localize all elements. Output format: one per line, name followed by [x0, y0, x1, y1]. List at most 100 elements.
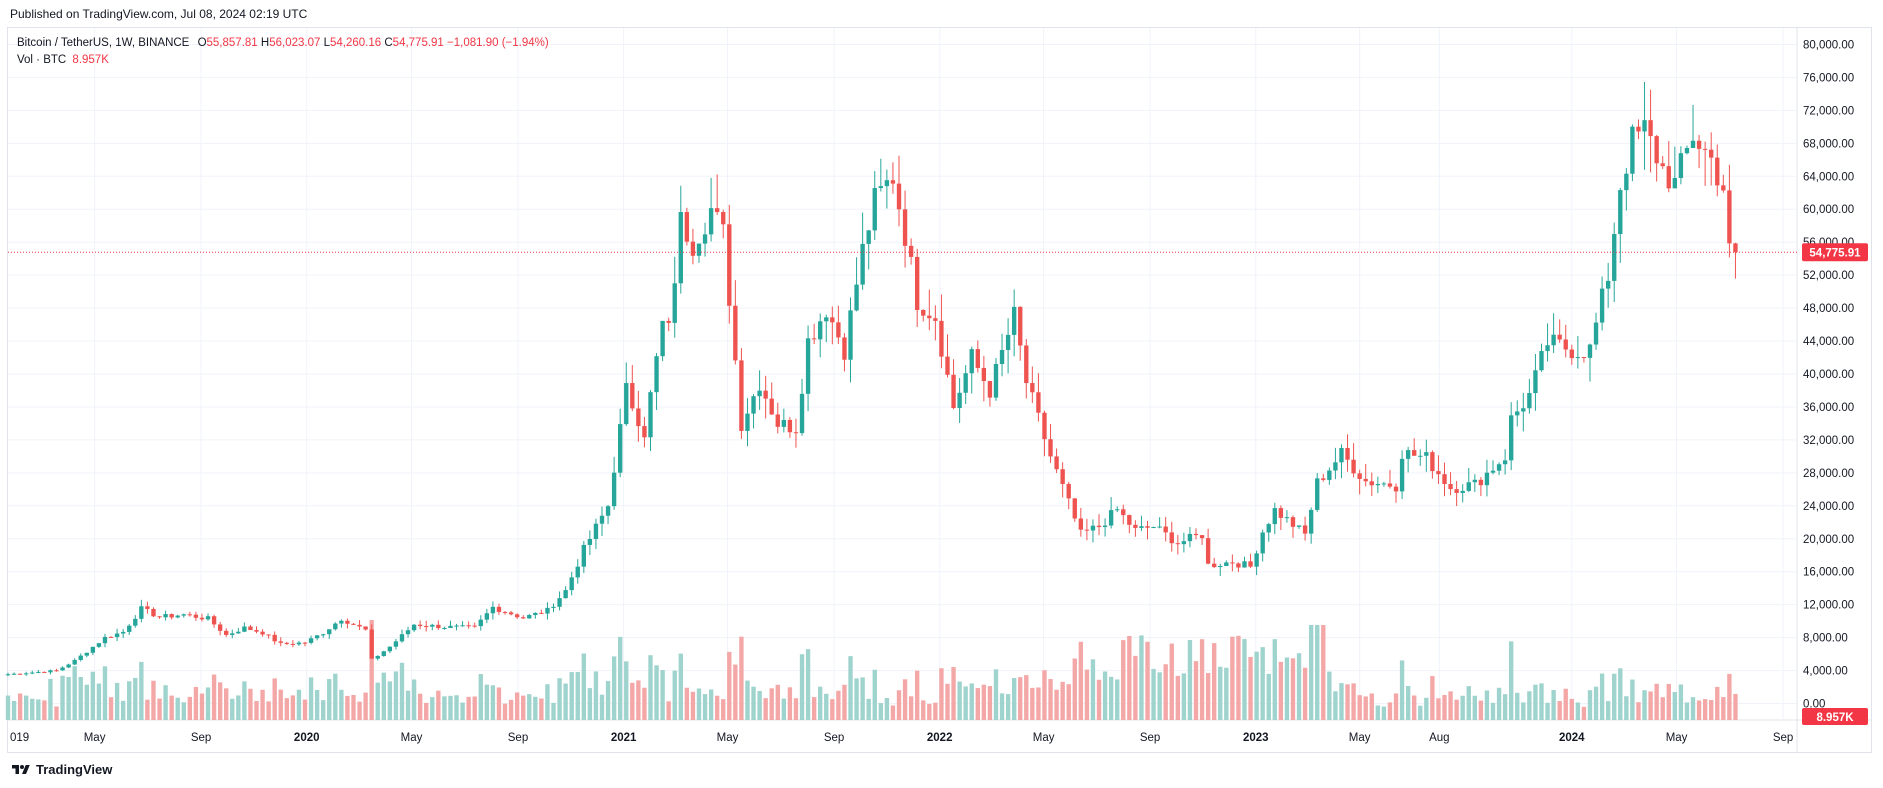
candle-body [42, 671, 47, 673]
volume-bar [1036, 687, 1041, 720]
candle-body [818, 321, 823, 340]
candle-body [684, 212, 690, 242]
candle-body [78, 655, 83, 660]
candle-body [1666, 166, 1671, 189]
candle-body [236, 631, 241, 634]
volume-bar [375, 682, 380, 720]
candle-body [472, 625, 477, 627]
volume-bar [1266, 673, 1271, 720]
volume-bar [17, 693, 23, 720]
candle-body [896, 183, 902, 210]
volume-bar [1145, 641, 1150, 720]
candle-body [321, 634, 326, 636]
candle-body [1430, 452, 1435, 472]
tradingview-brand[interactable]: TradingView [36, 762, 113, 777]
candle-body [127, 625, 132, 632]
high-value: 56,023.07 [269, 37, 321, 49]
volume-bar [399, 662, 405, 720]
candle-body [314, 635, 320, 639]
footer: TradingView [10, 762, 112, 777]
candle-body [114, 633, 120, 638]
candle-body [666, 320, 671, 323]
candle-body [1278, 508, 1284, 518]
candle-body [90, 646, 96, 653]
candle-body [836, 322, 841, 338]
volume-bar [605, 680, 611, 720]
candle-body [1199, 535, 1205, 539]
volume-label[interactable]: Vol · BTC [17, 54, 67, 66]
candle-body [884, 180, 890, 187]
volume-bar [1363, 696, 1368, 720]
volume-bar [78, 677, 83, 720]
candle-body [1612, 234, 1617, 281]
volume-bar [1436, 698, 1441, 720]
tradingview-logo-icon[interactable] [10, 763, 32, 777]
volume-bar [490, 685, 496, 720]
volume-bar [1484, 690, 1490, 720]
candle-body [1302, 525, 1308, 534]
candle-body [1018, 306, 1023, 346]
volume-bar [1272, 639, 1277, 720]
candle-body [357, 624, 362, 627]
volume-bar [478, 674, 483, 720]
candle-body [921, 309, 926, 316]
candle-body [454, 625, 459, 627]
volume-bar [72, 666, 77, 720]
volume-bar [381, 672, 386, 720]
candle-body [139, 606, 144, 619]
volume-bar [181, 702, 186, 720]
candle-body [5, 674, 11, 676]
volume-bar [1715, 686, 1720, 720]
candle-body [1290, 517, 1296, 527]
candle-body [1248, 561, 1253, 567]
volume-bar [521, 695, 526, 720]
published-info: Published on TradingView.com, Jul 08, 20… [10, 7, 308, 21]
candle-body [272, 634, 277, 642]
candle-body [1387, 483, 1393, 487]
volume-bar [933, 702, 938, 720]
volume-bar [811, 697, 817, 720]
chart-frame[interactable] [7, 27, 1872, 753]
volume-bar [884, 698, 890, 720]
x-tick-label: 2020 [294, 732, 320, 744]
volume-bar [1533, 684, 1538, 720]
volume-bar [539, 698, 544, 720]
volume-bar [721, 699, 726, 720]
volume-bar [618, 636, 623, 720]
volume-bar [151, 680, 156, 720]
symbol-label[interactable]: Bitcoin / TetherUS, 1W, BINANCE [17, 37, 190, 49]
volume-bar [1157, 672, 1162, 720]
candle-body [908, 245, 914, 257]
volume-bar [848, 656, 853, 720]
x-tick-label: May [1666, 732, 1688, 744]
y-tick-label: 32,000.00 [1803, 435, 1854, 447]
volume-bar [1418, 705, 1423, 720]
volume-bar [696, 688, 702, 720]
x-tick-label: Sep [1773, 732, 1793, 744]
candle-body [727, 224, 732, 306]
volume-bar [975, 688, 980, 720]
candle-body [1575, 357, 1581, 359]
volume-bar [981, 684, 987, 720]
volume-bar [466, 696, 471, 720]
volume-bar [108, 697, 114, 720]
candle-body [496, 606, 502, 612]
volume-bar [1393, 693, 1399, 720]
volume-bar [1224, 667, 1229, 720]
volume-bar [405, 690, 411, 720]
volume-bar [1218, 666, 1223, 720]
volume-bar [1102, 671, 1108, 720]
close-value: 54,775.91 [392, 37, 444, 49]
candle-body [387, 646, 393, 652]
y-tick-label: 4,000.00 [1803, 666, 1848, 678]
candle-body [660, 320, 665, 357]
candle-body [1084, 529, 1090, 531]
volume-bar [248, 688, 253, 720]
x-tick-label: May [1349, 732, 1371, 744]
volume-bar [1624, 696, 1629, 720]
volume-bar [1048, 679, 1053, 720]
volume-bar [733, 664, 738, 720]
close-label: C [384, 37, 393, 49]
candle-body [1509, 415, 1514, 461]
